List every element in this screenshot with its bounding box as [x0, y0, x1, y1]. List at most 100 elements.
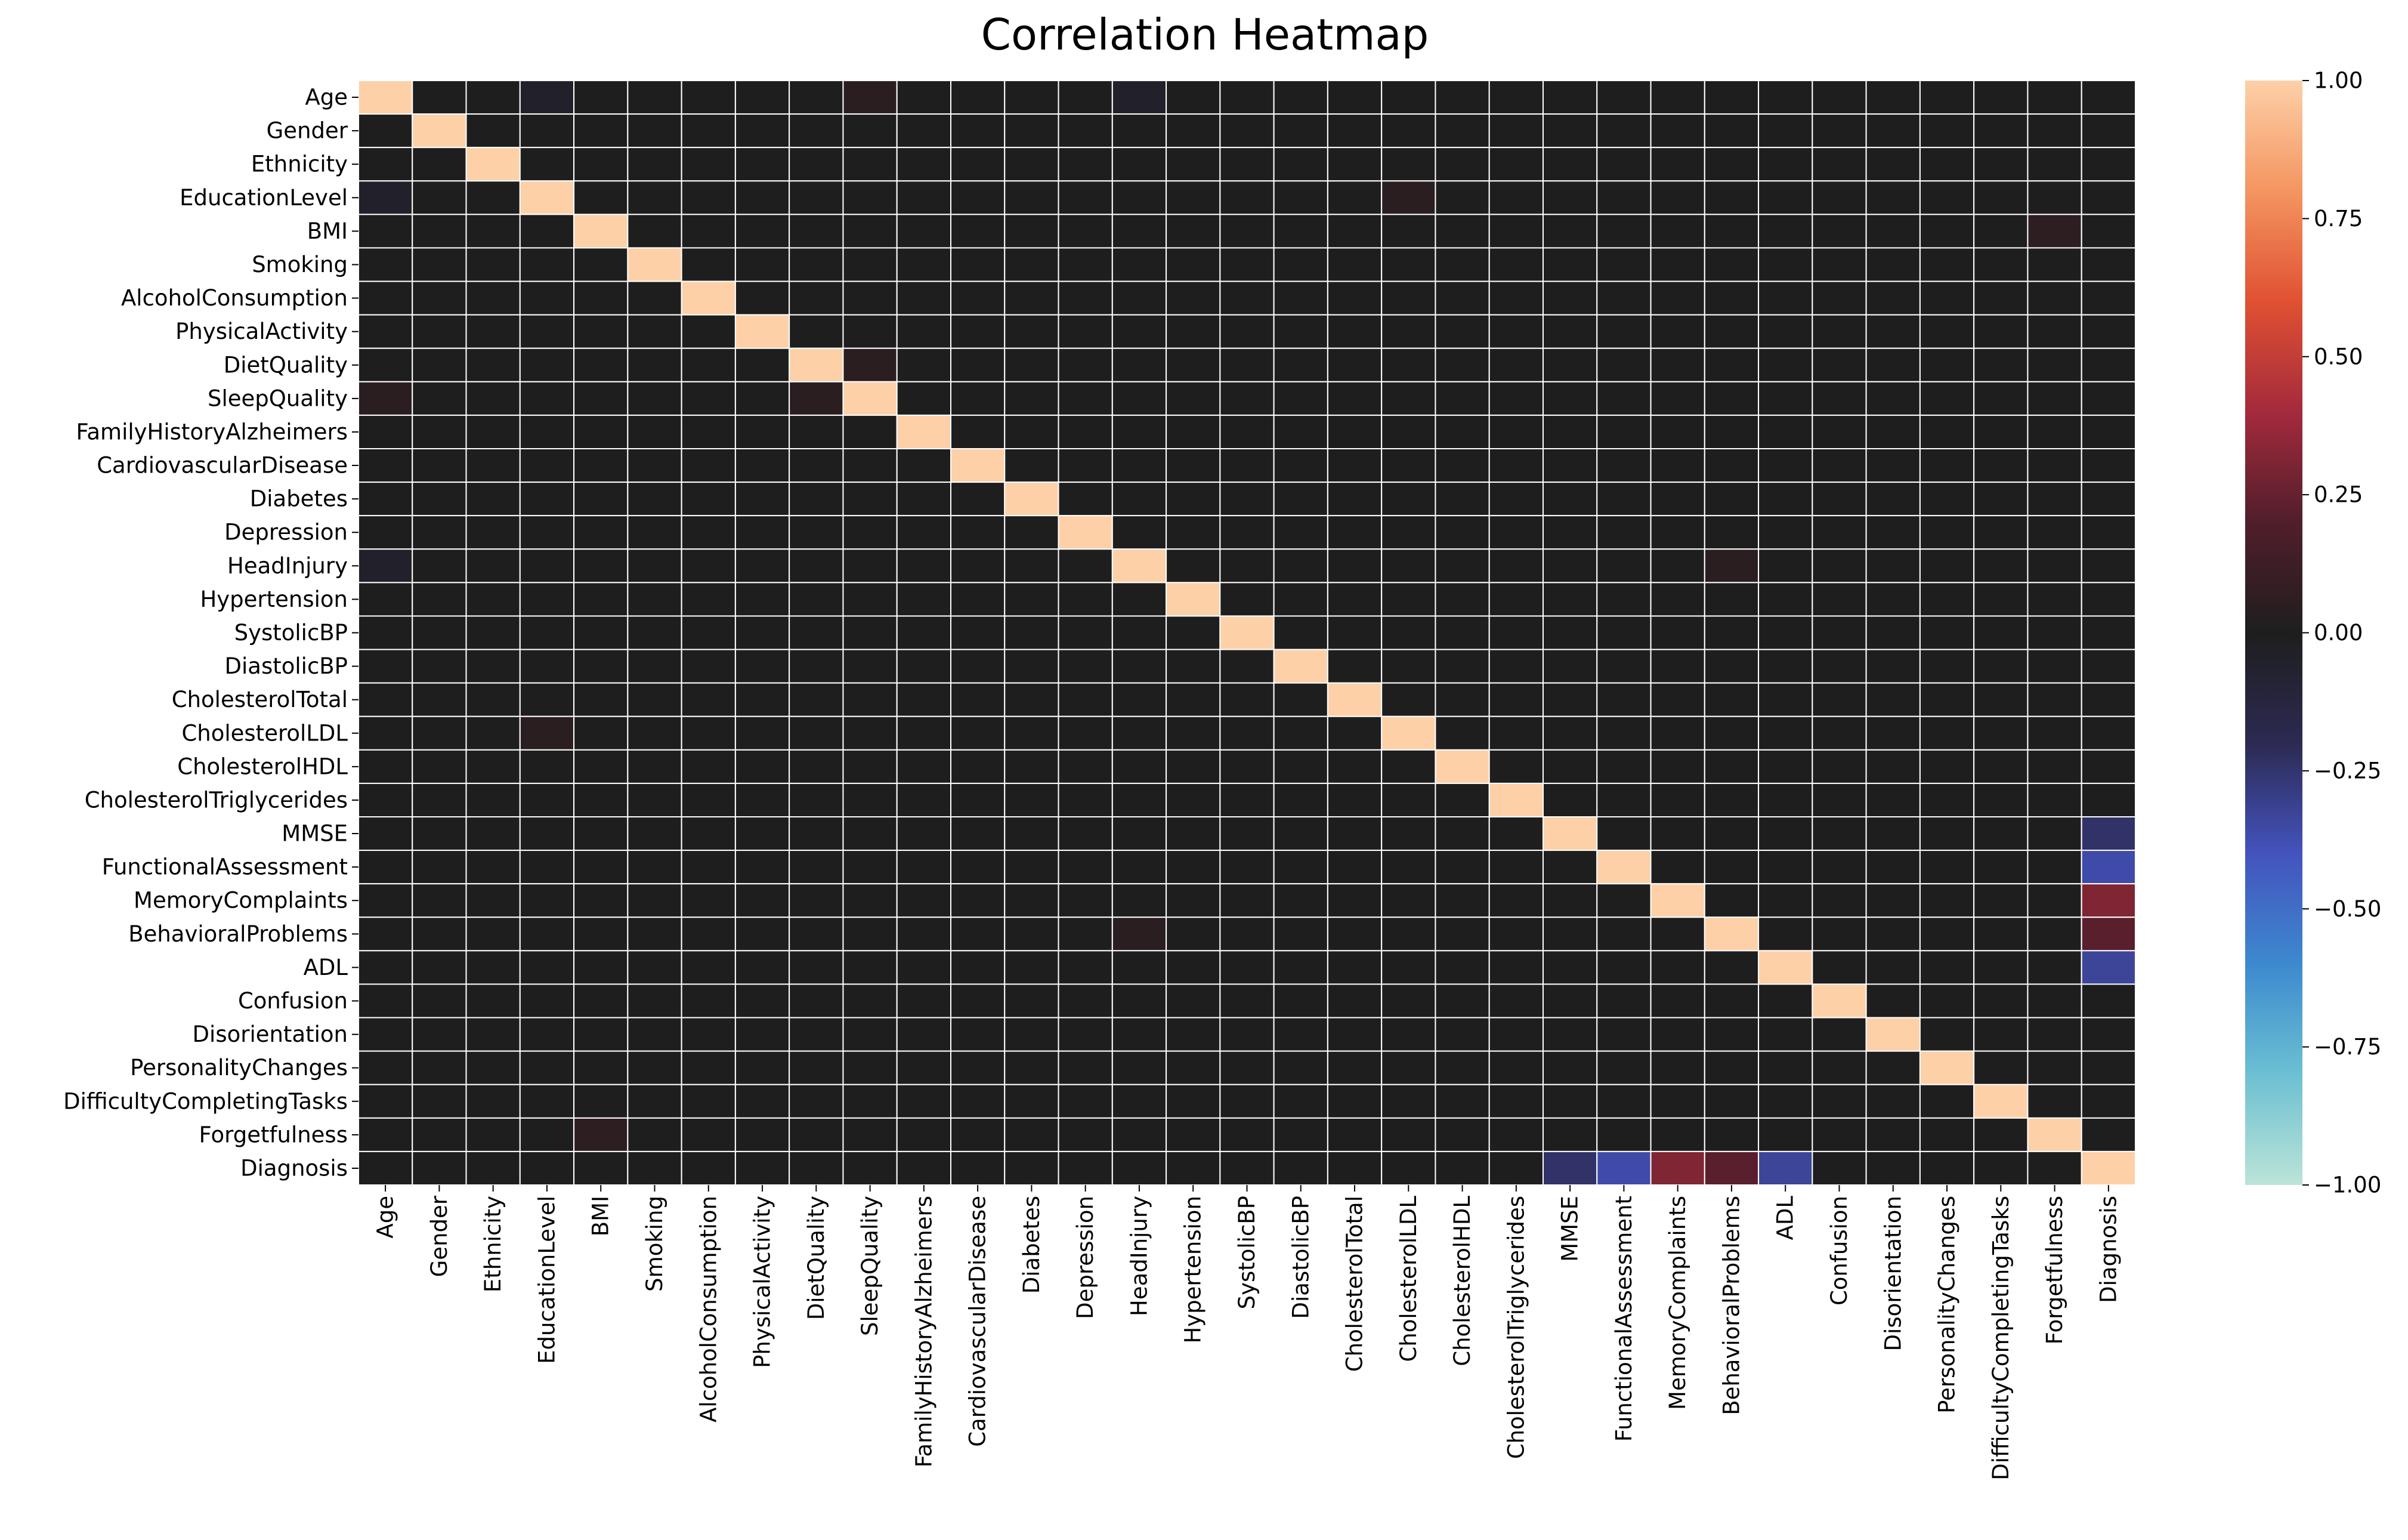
heatmap-cell [1111, 1117, 1167, 1152]
heatmap-cell [1111, 515, 1167, 550]
heatmap-cell [465, 113, 521, 149]
heatmap-cell [627, 983, 682, 1019]
heatmap-cell [465, 1150, 521, 1186]
heatmap-cell [1273, 983, 1328, 1019]
heatmap-cell [1058, 180, 1113, 215]
heatmap-cell [465, 883, 521, 918]
heatmap-cell [412, 950, 467, 985]
heatmap-cell [1327, 548, 1383, 584]
heatmap-cell [573, 247, 629, 282]
heatmap-cell [1273, 1084, 1328, 1119]
heatmap-cell [1758, 482, 1813, 517]
heatmap-cell [1758, 314, 1813, 349]
heatmap-cell [1381, 883, 1436, 918]
heatmap-cell [1435, 1050, 1490, 1085]
heatmap-cell [1704, 1117, 1760, 1152]
heatmap-cell [465, 414, 521, 449]
heatmap-cell [789, 782, 844, 818]
heatmap-cell [896, 1150, 951, 1186]
heatmap-cell [1758, 582, 1813, 617]
heatmap-cell [2081, 1150, 2136, 1186]
heatmap-cell [789, 180, 844, 215]
heatmap-cell [1219, 715, 1275, 751]
heatmap-cell [842, 582, 898, 617]
heatmap-cell [465, 80, 521, 115]
heatmap-cell [950, 883, 1006, 918]
heatmap-cell [1327, 749, 1383, 784]
heatmap-cell [1219, 983, 1275, 1019]
x-tick-label: FamilyHistoryAlzheimers [911, 1196, 936, 1468]
heatmap-cell [1973, 615, 2029, 650]
heatmap-cell [1919, 548, 1975, 584]
heatmap-cell [1058, 347, 1113, 382]
heatmap-cell [1973, 1050, 2029, 1085]
heatmap-cell [1704, 113, 1760, 149]
x-tick-label: FunctionalAssessment [1611, 1196, 1637, 1442]
heatmap-cell [1973, 950, 2029, 985]
heatmap-cell [681, 113, 736, 149]
heatmap-cell [681, 850, 736, 885]
heatmap-cell [896, 381, 951, 416]
heatmap-cell [1704, 482, 1760, 517]
heatmap-cell [1273, 180, 1328, 215]
heatmap-cell [1650, 414, 1705, 449]
heatmap-cell [842, 448, 898, 483]
heatmap-cell [1219, 414, 1275, 449]
heatmap-cell [896, 1017, 951, 1052]
heatmap-cell [465, 582, 521, 617]
heatmap-cell [1758, 1117, 1813, 1152]
heatmap-cell [1166, 280, 1221, 316]
heatmap-cell [950, 782, 1006, 818]
heatmap-cell [1058, 649, 1113, 684]
heatmap-cell [1704, 1084, 1760, 1119]
heatmap-cell [789, 80, 844, 115]
heatmap-cell [412, 983, 467, 1019]
x-tick-label: Forgetfulness [2042, 1196, 2067, 1344]
heatmap-cell [789, 715, 844, 751]
heatmap-cell [1058, 80, 1113, 115]
heatmap-cell [1704, 280, 1760, 316]
heatmap-cell [1919, 214, 1975, 249]
heatmap-cell [1704, 816, 1760, 851]
heatmap-cell [1488, 314, 1544, 349]
heatmap-cell [1758, 1017, 1813, 1052]
colorbar-tick-label: 1.00 [2314, 68, 2363, 94]
heatmap-cell [1865, 782, 1921, 818]
heatmap-cell [1273, 682, 1328, 717]
heatmap-cell [789, 1084, 844, 1119]
heatmap-cell [1650, 816, 1705, 851]
x-tick-label: Hypertension [1180, 1196, 1206, 1344]
heatmap-cell [1327, 883, 1383, 918]
heatmap-cell [2081, 214, 2136, 249]
heatmap-cell [1111, 749, 1167, 784]
heatmap-cell [681, 983, 736, 1019]
heatmap-cell [519, 950, 575, 985]
heatmap-cell [465, 682, 521, 717]
heatmap-cell [896, 950, 951, 985]
x-tick-label: Diagnosis [2095, 1196, 2121, 1303]
heatmap-cell [1812, 649, 1867, 684]
heatmap-cell [1596, 147, 1652, 182]
heatmap-cell [734, 950, 790, 985]
heatmap-cell [1919, 414, 1975, 449]
heatmap-cell [1166, 582, 1221, 617]
heatmap-cell [1166, 381, 1221, 416]
heatmap-cell [465, 381, 521, 416]
heatmap-cell [627, 113, 682, 149]
y-tick-label: BehavioralProblems [128, 921, 348, 947]
heatmap-cell [519, 816, 575, 851]
heatmap-cell [1435, 147, 1490, 182]
heatmap-cell [1596, 682, 1652, 717]
heatmap-cell [734, 548, 790, 584]
heatmap-cell [1543, 280, 1598, 316]
heatmap-cell [1543, 113, 1598, 149]
heatmap-cell [412, 482, 467, 517]
heatmap-cell [1973, 280, 2029, 316]
heatmap-cell [1435, 916, 1490, 952]
heatmap-cell [1973, 414, 2029, 449]
heatmap-cell [519, 515, 575, 550]
heatmap-cell [1219, 1117, 1275, 1152]
heatmap-cell [896, 247, 951, 282]
heatmap-cell [1650, 883, 1705, 918]
